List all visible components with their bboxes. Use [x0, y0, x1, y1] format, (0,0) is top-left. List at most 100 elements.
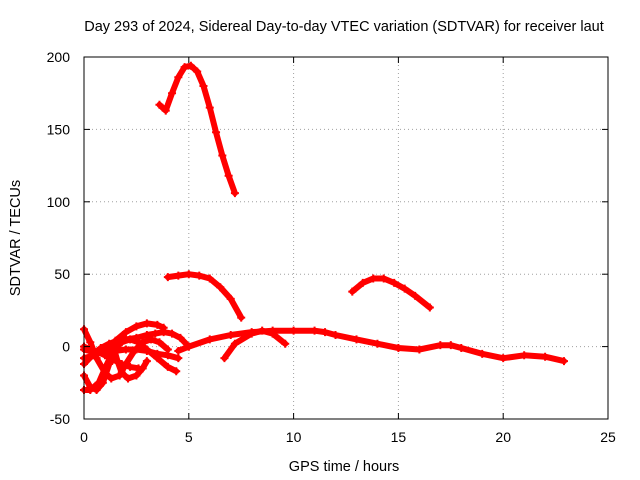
data-point — [541, 352, 550, 361]
data-point — [289, 326, 298, 335]
data-point — [400, 284, 409, 293]
x-tick-label: 10 — [286, 429, 302, 445]
data-point — [258, 326, 267, 335]
data-point — [411, 291, 420, 300]
data-point — [520, 351, 529, 360]
data-point — [205, 103, 214, 112]
data-point — [499, 354, 508, 363]
data-point — [163, 345, 172, 354]
x-axis-label: GPS time / hours — [289, 459, 399, 475]
data-point — [321, 328, 330, 337]
data-point — [98, 378, 107, 387]
data-point — [100, 351, 109, 360]
data-point — [457, 344, 466, 353]
data-point — [132, 322, 141, 331]
data-point — [369, 274, 378, 283]
data-point — [205, 335, 214, 344]
data-point — [121, 328, 130, 337]
data-point — [92, 386, 101, 395]
data-point — [113, 336, 122, 345]
series-arc-high — [155, 61, 239, 198]
data-point — [216, 283, 225, 292]
series-arc-i — [80, 342, 143, 373]
data-point — [105, 339, 114, 348]
data-point — [478, 349, 487, 358]
plot-border — [83, 56, 609, 420]
data-point — [379, 274, 388, 283]
data-point — [184, 342, 193, 351]
y-tick-label: 50 — [54, 266, 70, 282]
data-series — [80, 61, 568, 395]
series-arc-mid-left — [163, 270, 246, 322]
series-arc-g — [80, 328, 193, 368]
data-point — [121, 335, 130, 344]
axis-ticks: 0 5 10 15 20 25 -50 0 50 100 150 200 — [47, 49, 616, 445]
data-point — [247, 329, 256, 338]
x-tick-label: 0 — [80, 429, 88, 445]
x-tick-label: 25 — [600, 429, 616, 445]
data-point — [174, 73, 183, 82]
data-point — [86, 338, 95, 347]
data-point — [142, 357, 151, 366]
data-point — [155, 338, 164, 347]
data-point — [310, 326, 319, 335]
data-point — [331, 331, 340, 340]
data-point — [226, 294, 235, 303]
data-point — [126, 362, 135, 371]
data-point — [142, 319, 151, 328]
y-tick-label: 0 — [62, 339, 70, 355]
x-tick-label: 15 — [391, 429, 407, 445]
y-tick-label: 200 — [47, 49, 71, 65]
data-point — [174, 354, 183, 363]
data-point — [163, 273, 172, 282]
data-point — [124, 374, 133, 383]
data-point — [446, 341, 455, 350]
y-tick-label: -50 — [50, 411, 70, 427]
data-point — [161, 106, 170, 115]
data-point — [436, 341, 445, 350]
series-arc-mid-right — [348, 274, 434, 312]
series-trace — [221, 327, 289, 362]
data-point — [415, 345, 424, 354]
data-point — [218, 151, 227, 160]
data-point — [193, 67, 202, 76]
series-trace — [175, 327, 567, 365]
data-point — [174, 271, 183, 280]
data-point — [174, 346, 183, 355]
data-point — [153, 320, 162, 329]
data-point — [134, 364, 143, 373]
series-arc-b — [220, 326, 290, 363]
data-point — [159, 328, 168, 337]
data-point — [117, 368, 126, 377]
data-point — [105, 359, 114, 368]
data-point — [153, 354, 162, 363]
y-tick-label: 150 — [47, 121, 71, 137]
data-point — [352, 335, 361, 344]
data-point — [186, 61, 195, 70]
data-point — [195, 271, 204, 280]
grid-lines — [84, 57, 608, 419]
data-point — [151, 329, 160, 338]
y-axis-label: SDTVAR / TECUs — [8, 180, 24, 296]
data-point — [142, 345, 151, 354]
y-tick-label: 100 — [47, 194, 71, 210]
data-point — [220, 354, 229, 363]
data-point — [142, 331, 151, 340]
data-point — [348, 287, 357, 296]
data-point — [212, 128, 221, 137]
data-point — [107, 374, 116, 383]
data-point — [199, 81, 208, 90]
x-tick-label: 5 — [185, 429, 193, 445]
data-point — [155, 100, 164, 109]
data-point — [163, 362, 172, 371]
data-point — [168, 89, 177, 98]
x-tick-label: 20 — [495, 429, 511, 445]
data-point — [121, 345, 130, 354]
data-point — [86, 383, 95, 392]
data-point — [237, 313, 246, 322]
data-point — [394, 344, 403, 353]
data-point — [358, 278, 367, 287]
data-point — [172, 367, 181, 376]
